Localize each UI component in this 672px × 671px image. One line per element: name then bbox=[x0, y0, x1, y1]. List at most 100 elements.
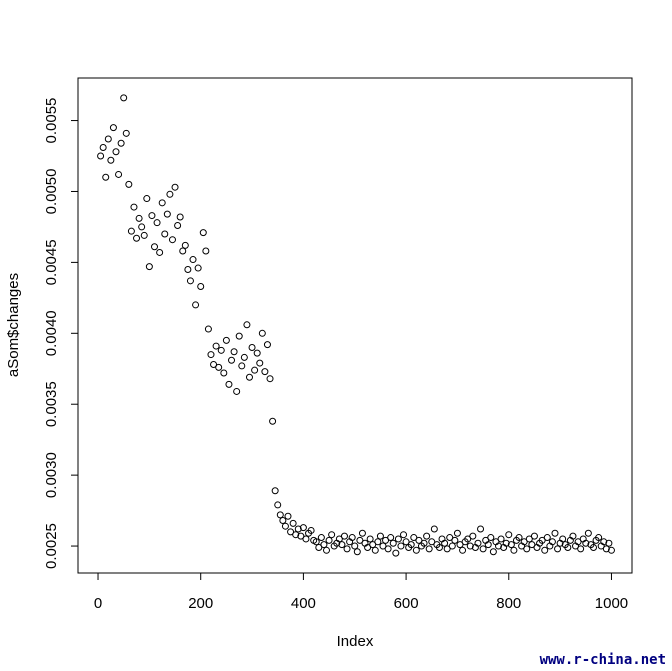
point bbox=[502, 539, 510, 547]
point bbox=[248, 343, 256, 351]
point bbox=[292, 531, 300, 539]
point bbox=[269, 417, 277, 425]
point bbox=[276, 511, 284, 519]
point bbox=[156, 248, 164, 256]
point bbox=[430, 525, 438, 533]
point bbox=[364, 543, 372, 551]
point bbox=[543, 534, 551, 542]
point bbox=[148, 212, 156, 220]
point bbox=[109, 124, 117, 132]
y-tick-label: 0.0045 bbox=[43, 239, 60, 285]
point bbox=[107, 156, 115, 164]
point bbox=[328, 531, 336, 539]
point bbox=[382, 536, 390, 544]
point bbox=[320, 541, 328, 549]
point bbox=[151, 243, 159, 251]
point bbox=[515, 534, 523, 542]
y-tick-label: 0.0035 bbox=[43, 381, 60, 427]
point bbox=[263, 341, 271, 349]
point bbox=[559, 535, 567, 543]
point bbox=[607, 546, 615, 554]
point bbox=[577, 545, 585, 553]
point bbox=[204, 325, 212, 333]
point bbox=[245, 373, 253, 381]
point bbox=[168, 236, 176, 244]
point bbox=[161, 230, 169, 238]
point bbox=[299, 524, 307, 532]
point bbox=[307, 526, 315, 534]
point bbox=[210, 361, 218, 369]
point bbox=[215, 363, 223, 371]
point bbox=[192, 301, 200, 309]
point bbox=[284, 512, 292, 520]
point bbox=[356, 536, 364, 544]
point bbox=[520, 538, 528, 546]
point bbox=[99, 143, 107, 151]
point bbox=[582, 539, 590, 547]
point bbox=[143, 195, 151, 203]
point bbox=[315, 543, 323, 551]
point bbox=[371, 546, 379, 554]
x-tick-label: 600 bbox=[394, 595, 419, 612]
point bbox=[202, 247, 210, 255]
point bbox=[412, 546, 420, 554]
point bbox=[251, 366, 259, 374]
point bbox=[302, 535, 310, 543]
point bbox=[428, 538, 436, 546]
point bbox=[400, 531, 408, 539]
point bbox=[287, 528, 295, 536]
x-tick-label: 1000 bbox=[595, 595, 628, 612]
point bbox=[507, 541, 515, 549]
point bbox=[194, 264, 202, 272]
x-tick-label: 400 bbox=[291, 595, 316, 612]
point bbox=[297, 532, 305, 540]
point bbox=[145, 263, 153, 271]
point bbox=[366, 535, 374, 543]
point bbox=[181, 241, 189, 249]
point bbox=[158, 199, 166, 207]
point bbox=[240, 353, 248, 361]
point bbox=[479, 545, 487, 553]
point bbox=[274, 501, 282, 509]
x-tick-label: 800 bbox=[496, 595, 521, 612]
point bbox=[474, 539, 482, 547]
point bbox=[554, 545, 562, 553]
point bbox=[369, 541, 377, 549]
point bbox=[376, 532, 384, 540]
point bbox=[443, 545, 451, 553]
x-axis-label: Index bbox=[337, 633, 374, 650]
point bbox=[525, 535, 533, 543]
point bbox=[130, 203, 138, 211]
point bbox=[407, 541, 415, 549]
point bbox=[387, 534, 395, 542]
point bbox=[541, 546, 549, 554]
point bbox=[261, 368, 269, 376]
point bbox=[135, 214, 143, 222]
point bbox=[425, 545, 433, 553]
point bbox=[179, 247, 187, 255]
point bbox=[451, 536, 459, 544]
point bbox=[420, 539, 428, 547]
point bbox=[340, 532, 348, 540]
point bbox=[605, 539, 613, 547]
y-tick-label: 0.0050 bbox=[43, 169, 60, 215]
point bbox=[374, 538, 382, 546]
point bbox=[394, 535, 402, 543]
point bbox=[243, 321, 251, 329]
watermark: www.r-china.net bbox=[540, 652, 666, 668]
point bbox=[104, 135, 112, 143]
point bbox=[348, 534, 356, 542]
point bbox=[446, 534, 454, 542]
point bbox=[199, 229, 207, 237]
y-tick-label: 0.0025 bbox=[43, 523, 60, 569]
point bbox=[166, 190, 174, 198]
point bbox=[228, 356, 236, 364]
point bbox=[415, 536, 423, 544]
y-tick-label: 0.0040 bbox=[43, 310, 60, 356]
point bbox=[125, 180, 133, 188]
point bbox=[256, 359, 264, 367]
point bbox=[238, 362, 246, 370]
point bbox=[312, 538, 320, 546]
